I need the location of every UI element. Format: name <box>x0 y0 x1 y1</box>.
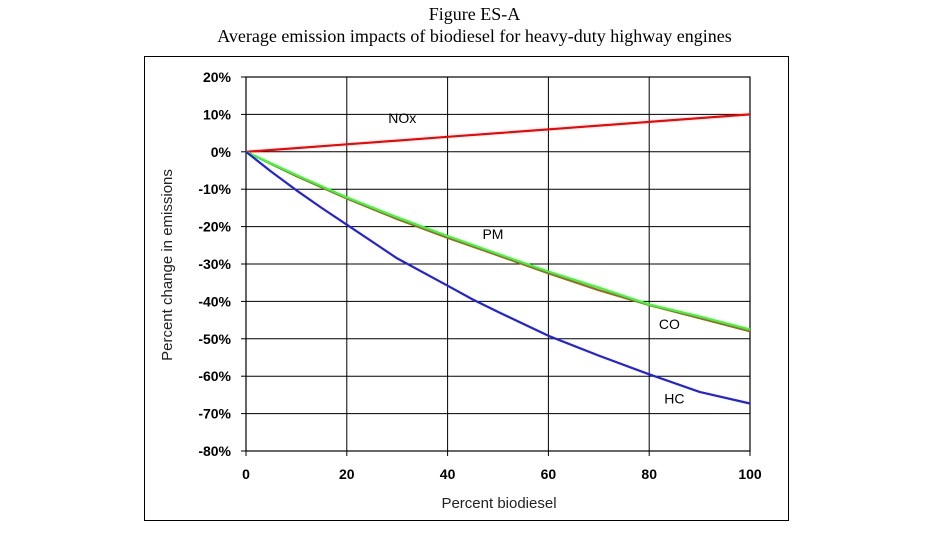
x-tick-label: 20 <box>339 466 355 482</box>
x-tick-label: 100 <box>738 466 762 482</box>
x-axis-label: Percent biodiesel <box>441 495 556 512</box>
series-line-hc <box>245 150 751 405</box>
x-tick-label: 80 <box>641 466 657 482</box>
chart-frame: 20% 10% 0% -10% -20% -30% -40% -50% -60% -70% -80%… <box>144 56 789 521</box>
y-tick-label: -10% <box>198 181 231 197</box>
series-lines <box>245 113 751 405</box>
y-axis-label: Percent change in emissions <box>159 169 176 361</box>
grid <box>241 76 751 456</box>
y-tick-label: 0% <box>211 144 232 160</box>
figure-title: Figure ES-A <box>428 4 521 24</box>
x-tick-label: 0 <box>242 466 250 482</box>
series-label-nox: NOx <box>388 110 416 126</box>
series-labels: NOx PM CO HC <box>388 110 684 407</box>
y-tick-label: -50% <box>198 331 231 347</box>
series-line-nox <box>245 113 751 153</box>
y-tick-label: -60% <box>198 368 231 384</box>
series-line-co <box>245 150 751 331</box>
y-tick-label: -70% <box>198 406 231 422</box>
chart-svg: 20% 10% 0% -10% -20% -30% -40% -50% -60% -70% -80%… <box>159 69 762 512</box>
y-tick-label: 10% <box>203 106 232 122</box>
x-tick-labels: 0 20 40 60 80 100 <box>242 466 762 482</box>
y-tick-label: -30% <box>198 256 231 272</box>
figure-subtitle: Average emission impacts of biodiesel fo… <box>217 26 732 46</box>
y-tick-labels: 20% 10% 0% -10% -20% -30% -40% -50% -60% -70% -80% <box>198 69 231 459</box>
x-tick-label: 60 <box>541 466 557 482</box>
y-tick-label: -80% <box>198 443 231 459</box>
y-tick-label: 20% <box>203 69 232 85</box>
x-tick-label: 40 <box>440 466 456 482</box>
y-tick-label: -40% <box>198 293 231 309</box>
y-tick-label: -20% <box>198 219 231 235</box>
series-label-co: CO <box>659 316 680 332</box>
series-label-hc: HC <box>664 391 684 407</box>
series-label-pm: PM <box>482 226 503 242</box>
